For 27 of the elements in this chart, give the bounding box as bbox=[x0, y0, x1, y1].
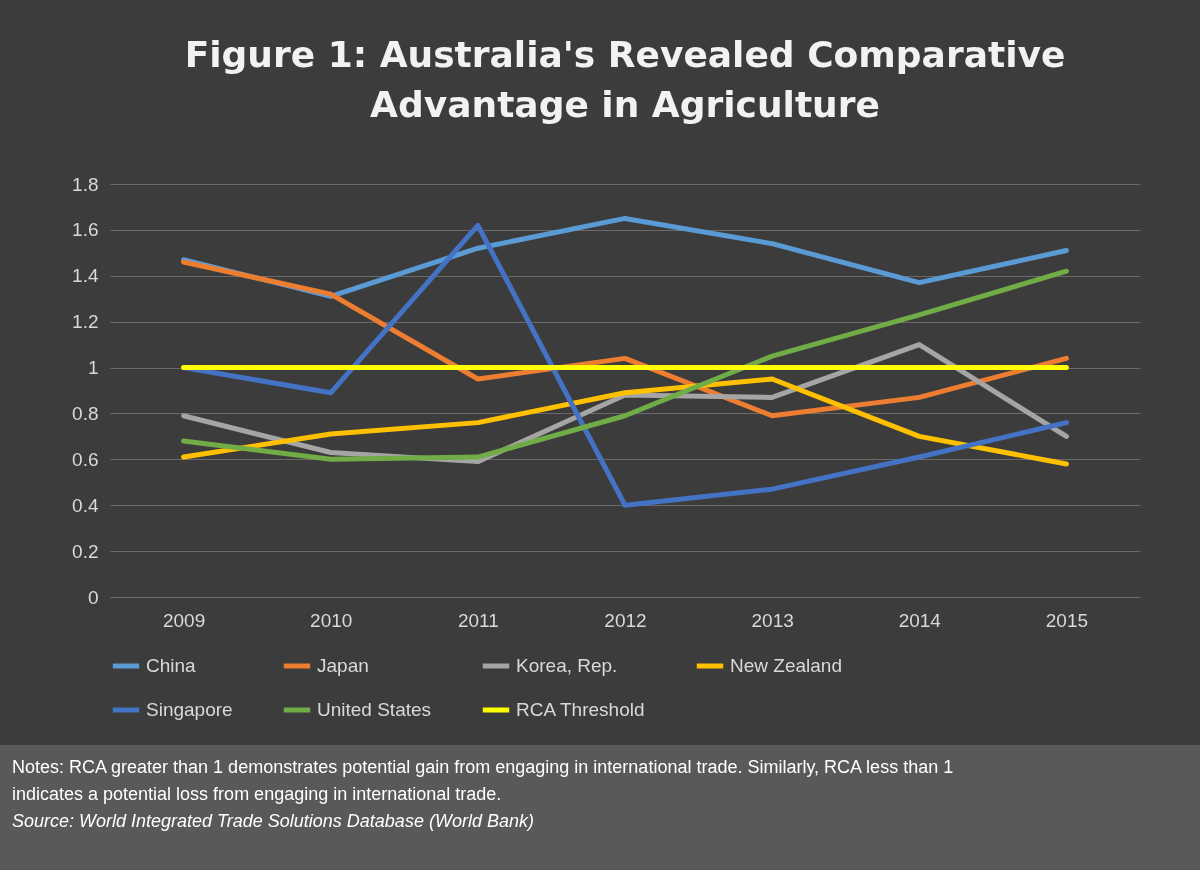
y-tick-label: 0.8 bbox=[72, 402, 99, 424]
x-tick-label: 2011 bbox=[457, 609, 499, 631]
chart-title: Figure 1: Australia's Revealed Comparative Advantage in Agriculture bbox=[184, 34, 1066, 125]
legend-label: New Zealand bbox=[730, 655, 842, 676]
x-tick-label: 2014 bbox=[898, 609, 942, 631]
legend-label: United States bbox=[317, 699, 432, 720]
y-tick-label: 0 bbox=[87, 586, 99, 608]
legend-label: Singapore bbox=[146, 699, 233, 720]
y-tick-label: 1.6 bbox=[72, 219, 99, 241]
legend-label: Japan bbox=[317, 655, 369, 676]
y-tick-label: 1.4 bbox=[72, 265, 99, 287]
y-tick-label: 1 bbox=[87, 357, 99, 379]
x-tick-label: 2012 bbox=[604, 609, 647, 631]
source-note: Source: World Integrated Trade Solutions Database (World Bank) bbox=[12, 811, 534, 831]
x-tick-label: 2013 bbox=[751, 609, 794, 631]
y-tick-label: 0.2 bbox=[72, 540, 99, 562]
y-tick-label: 0.4 bbox=[72, 494, 99, 516]
x-tick-label: 2015 bbox=[1045, 609, 1089, 631]
x-tick-label: 2009 bbox=[162, 609, 206, 631]
legend-label: RCA Threshold bbox=[516, 699, 645, 720]
y-tick-label: 0.6 bbox=[72, 448, 99, 470]
x-tick-label: 2010 bbox=[310, 609, 353, 631]
y-tick-label: 1.2 bbox=[72, 311, 99, 333]
legend-label: China bbox=[146, 655, 197, 676]
y-tick-label: 1.8 bbox=[72, 173, 99, 195]
text: Notes: RCA greater than 1 demonstrates potential gain from engaging in international trade. Similarly, RCA less than 1 indicates a potential loss from engaging in international trade. bbox=[12, 757, 954, 804]
legend-label: Korea, Rep. bbox=[516, 655, 618, 676]
